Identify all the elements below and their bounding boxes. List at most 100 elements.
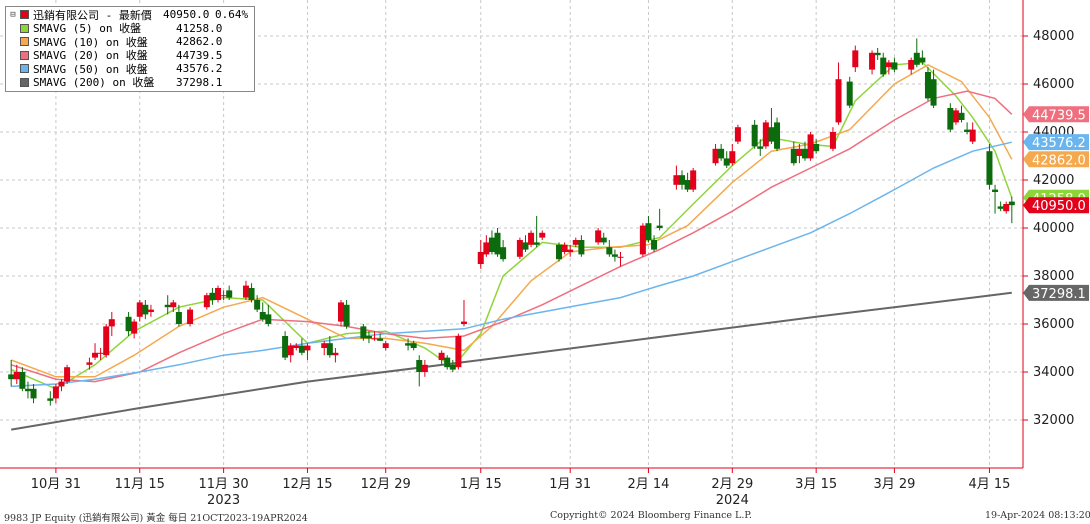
candle-body [494,232,501,255]
candle-body [136,302,143,317]
candle [801,141,808,161]
candle [718,144,725,161]
candle-body [539,232,546,238]
legend-swatch [20,64,29,74]
legend-row: SMAVG (50) on 收盤 43576.2 [6,62,254,76]
candle [790,141,797,166]
candle [298,338,305,356]
candle [813,139,820,154]
candle-body [203,295,210,308]
candle-body [477,252,484,264]
x-tick-label: 2月 14 [627,477,669,492]
candle-body [774,122,781,149]
candle [947,103,954,132]
candle-body [656,225,663,228]
candle-body [483,242,490,255]
candle [382,340,389,351]
candle-body [421,364,428,372]
candle-body [460,321,467,324]
candle [226,285,233,300]
last-value-text: 43576.2 [1032,136,1086,151]
candle-body [679,175,685,185]
candle-body [332,352,339,356]
candle-body [723,158,730,166]
candle [729,144,736,166]
candle [242,280,249,300]
x-tick-label: 1月 31 [549,477,591,492]
x-tick-label: 2月 29 [711,477,753,492]
candle-body [734,127,741,142]
candle [829,127,836,152]
y-tick-label: 38000 [1033,269,1074,284]
candle [986,144,993,190]
collapse-icon[interactable]: ⊟ [10,9,16,20]
last-value-tag [1023,284,1089,301]
candle [768,108,775,144]
candle-body [147,309,154,312]
candle-body [47,398,54,401]
x-tick-label: 3月 29 [873,477,915,492]
candle [891,57,898,72]
candle-body [410,343,417,348]
candle-body [97,352,104,354]
candle-body [170,302,177,308]
candle-body [242,285,249,298]
sma-line [11,141,1012,388]
axes: 3200034000360003800040000420004400046000… [0,0,1074,508]
candle-body [220,295,227,297]
candle-body [729,151,736,164]
candle-body [522,242,529,250]
candle-body [762,122,769,147]
candle-body [103,326,110,356]
candle [170,300,177,312]
candle-body [567,249,574,252]
candle-body [438,352,445,360]
candle [516,237,523,260]
candle-body [718,148,725,159]
legend-series-name: SMAVG (200) on 收盤 [33,76,155,90]
candle-body [500,247,507,260]
y-tick-label: 36000 [1033,317,1074,332]
candle [142,300,149,320]
candle [869,50,876,75]
candle-body [215,288,222,300]
candle-body [673,175,680,185]
candle-body [248,288,255,300]
candle [908,57,915,75]
candle-body [226,290,233,298]
candle [595,228,602,245]
candle-body [64,367,71,382]
candle-body [108,319,115,327]
candle-body [338,302,344,322]
last-value-labels: 44739.543576.242862.041258.040950.037298… [1023,106,1089,302]
candle [477,240,484,269]
x-tick-label: 12月 15 [282,477,332,492]
candle-body [801,148,808,159]
candle-body [254,300,261,310]
candle-body [488,237,495,252]
last-value-label: 42862.0 [1023,151,1089,168]
candle [360,324,367,341]
candle [852,45,859,72]
candle [712,144,719,166]
candle-body [371,338,378,340]
candle-body [455,336,462,368]
candle [125,312,132,336]
y-tick-label: 34000 [1033,365,1074,380]
legend-items: SMAVG (5) on 收盤 41258.0 SMAVG (10) on 收盤 42… [6,21,254,90]
x-tick-label: 4月 15 [968,477,1010,492]
y-tick-label: 42000 [1033,173,1074,188]
candle-body [533,242,540,245]
candle [645,216,652,243]
candle [561,242,568,255]
candle [539,230,546,240]
candle [47,391,54,406]
candle-body [611,254,618,257]
candle-body [684,180,691,190]
candle [807,132,814,161]
legend-series-value: 37298.1 [176,75,223,89]
candle [673,165,680,190]
legend-row-main: ⊟ 迅銷有限公司 - 最新價 40950.0 0.64% [6,8,254,22]
candle-body [852,50,859,68]
legend-series-value: 41258.0 [176,21,223,35]
